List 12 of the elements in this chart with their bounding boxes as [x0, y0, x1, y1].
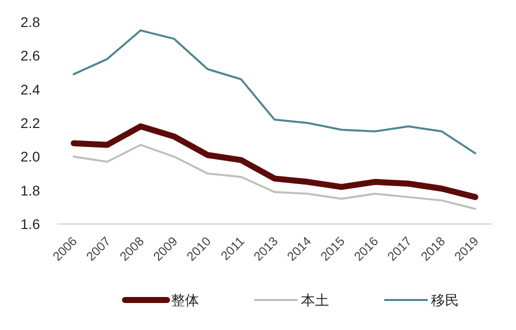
- y-tick-label: 2.6: [20, 48, 40, 64]
- y-tick-label: 1.6: [20, 216, 40, 232]
- y-tick-label: 2.8: [20, 14, 40, 30]
- line-series: [72, 29, 476, 154]
- legend-label: 移民: [431, 292, 459, 308]
- y-tick-label: 2.2: [20, 115, 40, 131]
- y-tick-label: 1.8: [20, 182, 40, 198]
- line-series: [72, 144, 476, 210]
- y-tick-label: 2.4: [20, 81, 40, 98]
- y-tick-label: 2.0: [20, 148, 40, 165]
- legend-label: 整体: [171, 292, 199, 308]
- legend-label: 本土: [301, 292, 329, 308]
